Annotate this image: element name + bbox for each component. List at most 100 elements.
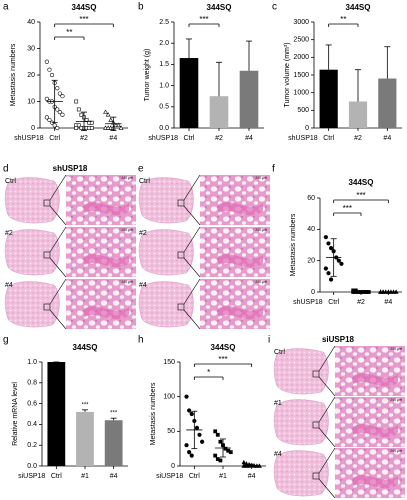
panel-letter: h <box>138 335 144 346</box>
x-tick-label: Ctrl <box>328 299 339 306</box>
y-axis-label: Relative mRNA level <box>12 382 19 446</box>
x-tick-label: #4 <box>384 299 392 306</box>
panel-letter: g <box>3 335 9 346</box>
y-tick-label: 1500 <box>293 72 309 79</box>
x-tick-label: #4 <box>383 135 391 142</box>
significance: *** <box>81 402 89 408</box>
row-label: Ctrl <box>139 178 150 185</box>
data-point <box>89 126 94 130</box>
scale-bar: 200 μm <box>121 228 133 232</box>
bar <box>239 70 259 128</box>
panel-letter: i <box>268 335 270 346</box>
data-point <box>116 122 121 128</box>
panel-letter: e <box>138 164 144 175</box>
x-tick-label: Ctrl <box>189 473 200 480</box>
chart-title: 344SQ <box>207 3 232 12</box>
histology-row <box>139 279 270 329</box>
data-point <box>184 394 189 399</box>
panel-letter: a <box>3 2 9 13</box>
data-point <box>79 112 84 117</box>
histology-row <box>5 227 136 277</box>
data-point <box>218 439 223 444</box>
x-tick-label: Ctrl <box>323 135 334 142</box>
x-axis-label: siUSP18 <box>156 473 183 480</box>
x-tick-label: #2 <box>354 135 362 142</box>
significance: *** <box>343 204 352 213</box>
histology-row <box>5 175 136 225</box>
y-tick-label: 20 <box>307 258 315 265</box>
bar <box>76 411 94 466</box>
data-point <box>187 408 192 413</box>
data-point <box>326 241 331 246</box>
y-tick-label: 0.0 <box>159 125 169 132</box>
data-point <box>213 453 218 458</box>
x-tick-label: #4 <box>110 473 118 480</box>
x-tick-label: #2 <box>357 299 365 306</box>
y-tick-label: 1.0 <box>159 82 169 89</box>
data-point <box>184 443 189 448</box>
y-axis-label: Tumor volume (mm³) <box>284 42 291 107</box>
x-axis-label: shUSP18 <box>288 135 318 142</box>
row-label: Ctrl <box>5 178 16 185</box>
x-tick-label: #2 <box>215 135 223 142</box>
significance: ** <box>66 28 72 37</box>
data-point <box>213 429 218 434</box>
y-tick-label: 40 <box>307 226 315 233</box>
x-tick-label: #1 <box>219 473 227 480</box>
data-point <box>74 126 79 130</box>
scale-bar: 200 μm <box>390 347 402 351</box>
y-tick-label: 10 <box>27 98 35 105</box>
y-axis-label: Tumor weight (g) <box>144 49 151 102</box>
chart-title: 344SQ <box>211 343 236 352</box>
data-point <box>103 109 108 114</box>
data-point <box>57 109 62 115</box>
histology-row <box>274 397 405 447</box>
data-point <box>194 425 200 430</box>
data-point <box>323 266 328 271</box>
data-point <box>326 271 331 276</box>
data-point <box>55 86 60 91</box>
data-point <box>323 235 328 240</box>
data-point <box>108 117 114 122</box>
significance: *** <box>356 191 365 200</box>
y-tick-label: 0.2 <box>27 442 37 449</box>
histology-row <box>139 227 270 277</box>
data-point <box>223 446 228 451</box>
significance: * <box>207 368 210 377</box>
y-tick-label: 150 <box>163 359 175 366</box>
data-point <box>328 277 334 282</box>
x-tick-label: #4 <box>245 135 253 142</box>
x-tick-label: Ctrl <box>184 135 195 142</box>
data-point <box>228 450 233 455</box>
y-axis-label: Metastasis numbers <box>10 43 17 106</box>
histology-row <box>139 175 270 225</box>
data-point <box>49 72 55 78</box>
significance: *** <box>218 355 227 364</box>
data-point <box>44 115 49 120</box>
chart-title: 344SQ <box>72 3 97 12</box>
y-tick-label: 1.0 <box>27 359 37 366</box>
y-tick-label: 2000 <box>293 54 309 61</box>
row-label: Ctrl <box>274 349 285 356</box>
bar <box>209 96 229 128</box>
chart-title: 344SQ <box>349 178 374 187</box>
bar <box>348 101 368 128</box>
scale-bar: 200 μm <box>255 228 267 232</box>
data-point <box>60 112 65 117</box>
bar <box>378 78 397 128</box>
y-tick-label: 0.4 <box>27 421 37 428</box>
data-point <box>328 246 334 251</box>
y-tick-label: 1.5 <box>159 61 169 68</box>
histology-row <box>274 346 405 396</box>
data-point <box>189 411 194 417</box>
scale-bar: 200 μm <box>390 449 402 453</box>
bar <box>104 420 123 466</box>
y-tick-label: 0.5 <box>159 104 169 111</box>
y-tick-label: 50 <box>167 428 175 435</box>
chart-title: 344SQ <box>73 343 98 352</box>
data-point <box>55 107 60 112</box>
data-point <box>57 91 62 96</box>
scale-bar: 200 μm <box>255 280 267 284</box>
y-tick-label: 2500 <box>293 37 309 44</box>
